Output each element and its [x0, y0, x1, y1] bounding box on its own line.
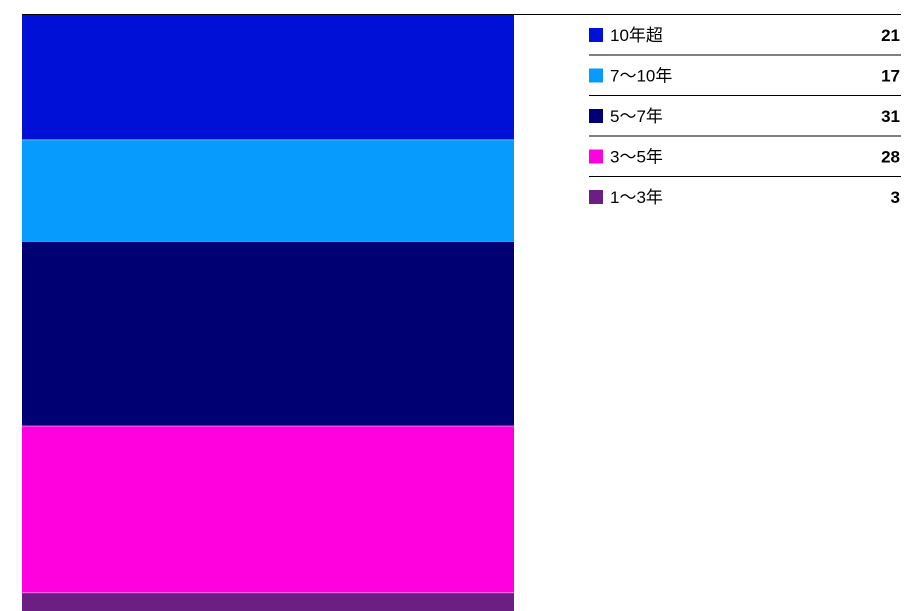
legend-value: 17	[881, 67, 900, 86]
legend-item-5: 1〜3年 3	[589, 188, 900, 207]
legend-label: 1〜3年	[610, 188, 663, 207]
legend-item-1: 10年超 21	[589, 26, 901, 56]
legend-swatch	[589, 190, 603, 204]
legend-value: 28	[881, 148, 900, 167]
legend-swatch	[589, 28, 603, 42]
bar-segment-4	[22, 426, 514, 594]
legend-label: 5〜7年	[610, 107, 663, 126]
bar-segment-5	[22, 593, 514, 611]
legend-swatch	[589, 109, 603, 123]
bar-segment-2	[22, 140, 514, 242]
legend-label: 10年超	[610, 26, 663, 45]
legend-swatch	[589, 149, 603, 164]
legend-label: 3〜5年	[610, 148, 663, 167]
legend-value: 3	[891, 188, 900, 207]
bar-segment-3	[22, 241, 514, 427]
legend-swatch	[589, 68, 603, 83]
legend-value: 21	[881, 26, 900, 45]
bar-segment-1	[22, 15, 514, 141]
legend-item-3: 5〜7年 31	[589, 107, 901, 137]
legend: 10年超 21 7〜10年 17 5〜7年 31 3〜5年 28 1〜3年 3	[589, 26, 901, 207]
stacked-bar	[22, 14, 901, 611]
legend-item-2: 7〜10年 17	[589, 67, 901, 96]
legend-label: 7〜10年	[610, 67, 672, 86]
legend-value: 31	[881, 107, 900, 126]
legend-item-4: 3〜5年 28	[589, 148, 901, 177]
